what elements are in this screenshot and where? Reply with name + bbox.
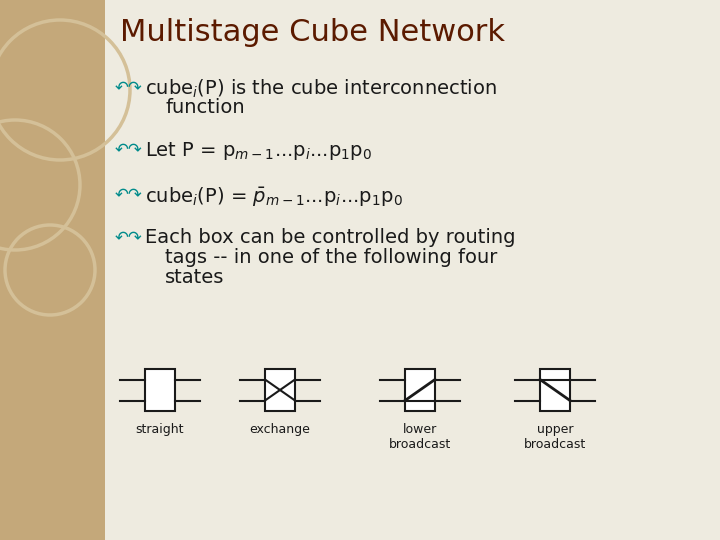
Bar [145,369,175,411]
Bar [105,0,720,540]
Bar [0,0,105,540]
Text: exchange: exchange [250,423,310,436]
Bar [540,369,570,411]
Text: ↶↷: ↶↷ [115,228,143,246]
Text: straight: straight [136,423,184,436]
Bar [265,369,295,411]
Text: function: function [165,98,245,117]
Bar [405,369,435,411]
Text: lower
broadcast: lower broadcast [389,423,451,451]
Text: tags -- in one of the following four: tags -- in one of the following four [165,248,498,267]
Text: ↶↷: ↶↷ [115,78,143,96]
Text: Multistage Cube Network: Multistage Cube Network [120,18,505,47]
Text: states: states [165,268,225,287]
Text: cube$_i$(P) is the cube interconnection: cube$_i$(P) is the cube interconnection [145,78,497,100]
Text: upper
broadcast: upper broadcast [524,423,586,451]
Text: ↶↷: ↶↷ [115,140,143,158]
Text: Let P = p$_{m-1}$...p$_i$...p$_1$p$_0$: Let P = p$_{m-1}$...p$_i$...p$_1$p$_0$ [145,140,372,162]
Text: cube$_i$(P) = $\bar{p}_{m-1}$...p$_i$...p$_1$p$_0$: cube$_i$(P) = $\bar{p}_{m-1}$...p$_i$...… [145,185,402,208]
Text: Each box can be controlled by routing: Each box can be controlled by routing [145,228,516,247]
Text: ↶↷: ↶↷ [115,185,143,203]
